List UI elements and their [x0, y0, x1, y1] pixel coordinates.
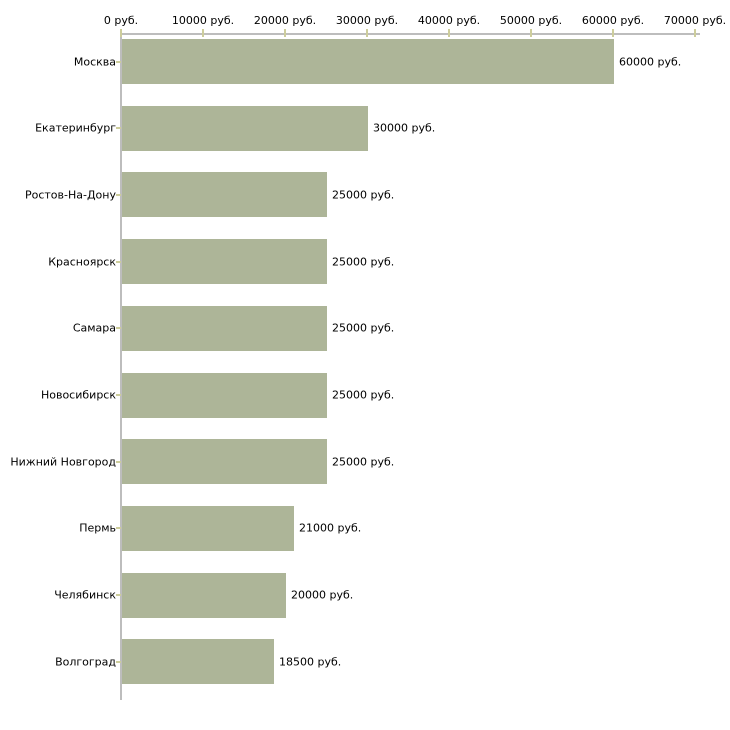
x-tick-label: 10000 руб.: [171, 14, 235, 27]
bar: [122, 639, 274, 684]
value-label: 25000 руб.: [332, 188, 395, 202]
x-axis-line: [121, 33, 700, 35]
x-tick-label: 70000 руб.: [663, 14, 727, 27]
bar: [122, 573, 286, 618]
x-tick-label: 60000 руб.: [581, 14, 645, 27]
y-tick-mark: [116, 527, 121, 529]
value-label: 25000 руб.: [332, 455, 395, 469]
bar: [122, 439, 327, 484]
value-label: 25000 руб.: [332, 255, 395, 269]
x-tick-mark: [530, 29, 532, 37]
x-tick-label: 40000 руб.: [417, 14, 481, 27]
bar: [122, 506, 294, 551]
bar: [122, 306, 327, 351]
value-label: 20000 руб.: [291, 588, 354, 602]
bar: [122, 172, 327, 217]
category-label: Москва: [73, 55, 116, 69]
x-tick-mark: [694, 29, 696, 37]
value-label: 18500 руб.: [279, 655, 342, 669]
category-label: Волгоград: [55, 655, 116, 669]
y-tick-mark: [116, 261, 121, 263]
x-tick-label: 0 руб.: [103, 14, 139, 27]
category-label: Красноярск: [48, 255, 116, 269]
category-label: Екатеринбург: [35, 121, 116, 135]
value-label: 25000 руб.: [332, 321, 395, 335]
x-tick-mark: [284, 29, 286, 37]
category-label: Ростов-На-Дону: [24, 188, 116, 202]
value-label: 21000 руб.: [299, 521, 362, 535]
bar: [122, 106, 368, 151]
x-tick-label: 30000 руб.: [335, 14, 399, 27]
x-tick-mark: [120, 29, 122, 37]
bar: [122, 373, 327, 418]
x-tick-mark: [612, 29, 614, 37]
bar: [122, 39, 614, 84]
y-tick-mark: [116, 394, 121, 396]
bar: [122, 239, 327, 284]
value-label: 30000 руб.: [373, 121, 436, 135]
x-tick-label: 50000 руб.: [499, 14, 563, 27]
y-tick-mark: [116, 194, 121, 196]
y-axis-line: [120, 33, 122, 700]
category-label: Нижний Новгород: [10, 455, 116, 469]
category-label: Самара: [72, 321, 116, 335]
y-tick-mark: [116, 327, 121, 329]
category-label: Челябинск: [54, 588, 116, 602]
y-tick-mark: [116, 127, 121, 129]
value-label: 25000 руб.: [332, 388, 395, 402]
y-tick-mark: [116, 594, 121, 596]
value-label: 60000 руб.: [619, 55, 682, 69]
y-tick-mark: [116, 461, 121, 463]
category-label: Пермь: [79, 521, 116, 535]
x-tick-mark: [366, 29, 368, 37]
category-label: Новосибирск: [40, 388, 116, 402]
x-tick-label: 20000 руб.: [253, 14, 317, 27]
y-tick-mark: [116, 61, 121, 63]
x-tick-mark: [202, 29, 204, 37]
x-tick-mark: [448, 29, 450, 37]
y-tick-mark: [116, 661, 121, 663]
